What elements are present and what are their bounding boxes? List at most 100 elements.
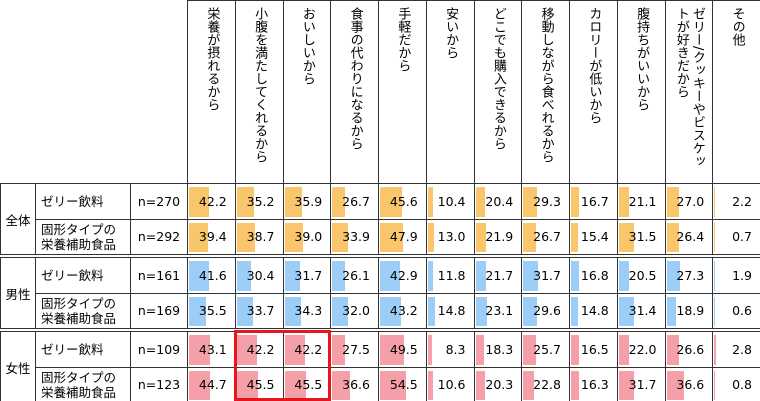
bar (523, 335, 536, 365)
group-name: 女性 (5, 360, 31, 376)
bar (189, 222, 208, 252)
bar (284, 187, 302, 217)
value: 27.0 (676, 193, 705, 209)
value-cell: 39.4 (187, 218, 236, 255)
value: 26.4 (676, 229, 705, 245)
value-cell: 33.7 (234, 292, 284, 329)
value: 14.8 (580, 303, 609, 319)
value: 31.7 (628, 377, 657, 393)
value-cell: 11.8 (425, 257, 475, 294)
sample-size: n=169 (137, 303, 181, 319)
value-cell: 20.3 (473, 366, 523, 401)
n-cell: n=292 (130, 218, 188, 255)
sample-size: n=161 (137, 267, 181, 283)
bar (189, 187, 210, 217)
column-header: ゼリー/クッキーやビスケットが好きだから (664, 0, 714, 184)
bar (427, 335, 432, 365)
category-label: 固形タイプの栄養補助食品 (41, 221, 117, 252)
sample-size: n=109 (137, 341, 181, 357)
value: 36.6 (342, 377, 370, 393)
value: 49.5 (389, 341, 418, 357)
category-cell: ゼリー飲料 (35, 331, 131, 368)
value: 42.2 (198, 193, 227, 209)
value: 26.1 (342, 267, 370, 283)
bar (618, 222, 634, 252)
value-cell: 45.5 (282, 366, 332, 401)
highlight-box (234, 330, 331, 401)
value-cell: 43.2 (378, 292, 427, 329)
column-label: 腹持ちがいいから (634, 7, 650, 111)
value: 39.0 (294, 229, 323, 245)
value-cell: 26.7 (330, 183, 379, 220)
bar (523, 187, 538, 217)
value: 20.5 (628, 267, 657, 283)
value: 10.4 (437, 193, 466, 209)
value-cell: 31.5 (616, 218, 666, 255)
value: 8.3 (445, 341, 466, 357)
value-cell: 49.5 (378, 331, 427, 368)
value-cell: 29.3 (521, 183, 570, 220)
value: 29.6 (533, 303, 561, 319)
bar (236, 296, 253, 326)
column-header: 安いから (425, 0, 475, 184)
value-cell: 10.6 (425, 366, 475, 401)
corner (0, 0, 187, 183)
value: 31.7 (533, 267, 561, 283)
column-label: 移動しながら食べれるから (538, 7, 554, 163)
value: 47.9 (389, 229, 418, 245)
value: 42.2 (246, 341, 275, 357)
column-label: どこでも購入できるから (490, 7, 506, 150)
bar (618, 296, 634, 326)
value-cell: 20.5 (616, 257, 666, 294)
value: 45.5 (294, 377, 323, 393)
column-label: 安いから (443, 7, 459, 59)
value: 41.6 (198, 267, 227, 283)
value-cell: 2.8 (712, 331, 760, 368)
category-label: ゼリー飲料 (41, 267, 104, 283)
value-cell: 16.5 (569, 331, 618, 368)
value: 29.3 (533, 193, 561, 209)
bar (427, 370, 433, 400)
value-cell: 31.4 (616, 292, 666, 329)
bar (332, 261, 345, 291)
value-cell: 14.8 (569, 292, 618, 329)
bar (571, 370, 579, 400)
value: 30.4 (246, 267, 275, 283)
sample-size: n=292 (137, 229, 181, 245)
value: 35.2 (246, 193, 275, 209)
value-cell: 42.2 (282, 331, 332, 368)
column-header: カロリーが低いから (569, 0, 618, 184)
category-cell: 固形タイプの栄養補助食品 (35, 218, 131, 255)
value-cell: 16.8 (569, 257, 618, 294)
bar (475, 261, 486, 291)
value: 0.8 (732, 377, 752, 393)
bar (666, 261, 680, 291)
bar (666, 335, 680, 365)
value-cell: 18.3 (473, 331, 523, 368)
bar (332, 187, 345, 217)
value: 34.3 (294, 303, 323, 319)
bar (189, 261, 209, 291)
bar (571, 335, 579, 365)
bar (475, 296, 487, 326)
value: 16.8 (580, 267, 609, 283)
value: 15.4 (580, 229, 609, 245)
bar (189, 370, 211, 400)
bar (380, 335, 404, 365)
column-label: 小腹を満たしてくれるから (252, 7, 268, 163)
bar (380, 296, 401, 326)
value-cell: 39.0 (282, 218, 332, 255)
value-cell: 31.7 (616, 366, 666, 401)
bar (714, 187, 716, 217)
value-cell: 42.2 (187, 183, 236, 220)
value: 21.7 (485, 267, 514, 283)
bar (666, 222, 680, 252)
value: 21.1 (628, 193, 657, 209)
value-cell: 2.2 (712, 183, 760, 220)
value: 25.7 (533, 341, 561, 357)
value: 23.1 (485, 303, 514, 319)
bar (284, 261, 300, 291)
column-header: おいしいから (282, 0, 332, 184)
value: 18.9 (676, 303, 705, 319)
